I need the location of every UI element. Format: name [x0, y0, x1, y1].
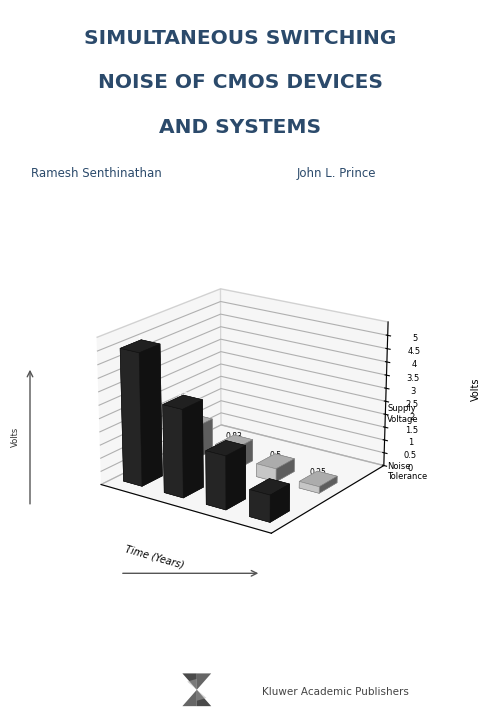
Polygon shape — [182, 690, 197, 706]
Text: NOISE OF CMOS DEVICES: NOISE OF CMOS DEVICES — [97, 74, 383, 92]
Text: Noise
Tolerance: Noise Tolerance — [387, 462, 428, 481]
Text: Volts: Volts — [11, 427, 20, 447]
Text: AND SYSTEMS: AND SYSTEMS — [159, 118, 321, 137]
Polygon shape — [182, 673, 197, 690]
Text: SIMULTANEOUS SWITCHING: SIMULTANEOUS SWITCHING — [84, 29, 396, 48]
Polygon shape — [197, 690, 211, 706]
X-axis label: Time (Years): Time (Years) — [124, 544, 185, 571]
Text: John L. Prince: John L. Prince — [296, 167, 376, 180]
Polygon shape — [187, 678, 197, 690]
Text: Supply
Voltage: Supply Voltage — [387, 404, 419, 424]
Text: Kluwer Academic Publishers: Kluwer Academic Publishers — [262, 687, 408, 697]
Text: Ramesh Senthinathan: Ramesh Senthinathan — [31, 167, 161, 180]
Polygon shape — [197, 673, 211, 690]
Polygon shape — [197, 690, 206, 700]
